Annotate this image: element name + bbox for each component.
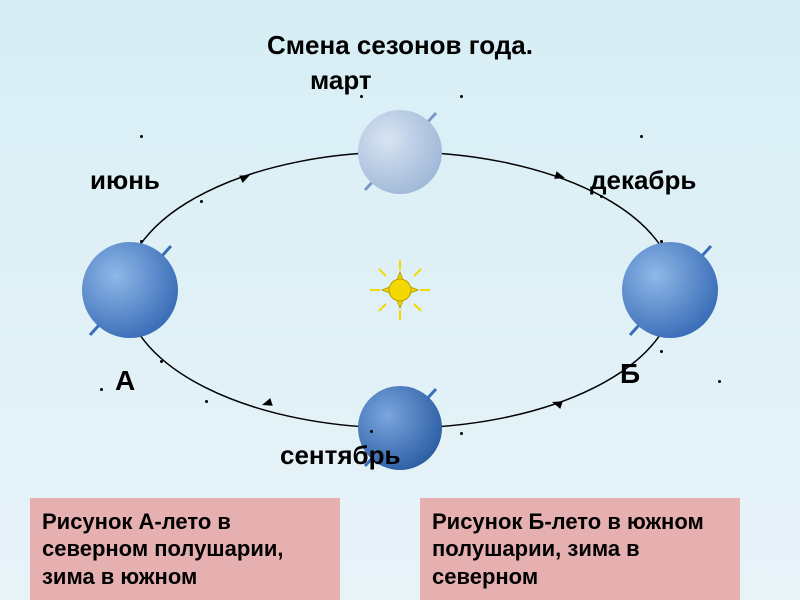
orbit-arrow — [551, 398, 563, 409]
star-dot — [460, 95, 463, 98]
star-dot — [205, 400, 208, 403]
sun-icon — [370, 260, 430, 320]
star-dot — [200, 200, 203, 203]
label-september: сентябрь — [280, 440, 400, 471]
orbit-arrow — [239, 171, 251, 182]
label-june: июнь — [90, 165, 160, 196]
earth-jun — [82, 242, 178, 338]
label-december: декабрь — [590, 165, 696, 196]
label-position-a: А — [115, 365, 135, 397]
caption-b: Рисунок Б-лето в южном полушарии, зима в… — [420, 498, 740, 600]
star-dot — [660, 350, 663, 353]
label-position-b: Б — [620, 358, 640, 390]
star-dot — [100, 388, 103, 391]
star-dot — [660, 240, 663, 243]
caption-a: Рисунок А-лето в северном полушарии, зим… — [30, 498, 340, 600]
earth-mar — [358, 110, 442, 194]
star-dot — [140, 135, 143, 138]
earth-dec — [622, 242, 718, 338]
star-dot — [160, 360, 163, 363]
star-dot — [718, 380, 721, 383]
orbit-arrow — [261, 398, 273, 409]
star-dot — [640, 135, 643, 138]
label-march: март — [310, 65, 372, 96]
star-dot — [370, 430, 373, 433]
orbit-arrow — [554, 171, 566, 182]
star-dot — [140, 240, 143, 243]
star-dot — [460, 432, 463, 435]
